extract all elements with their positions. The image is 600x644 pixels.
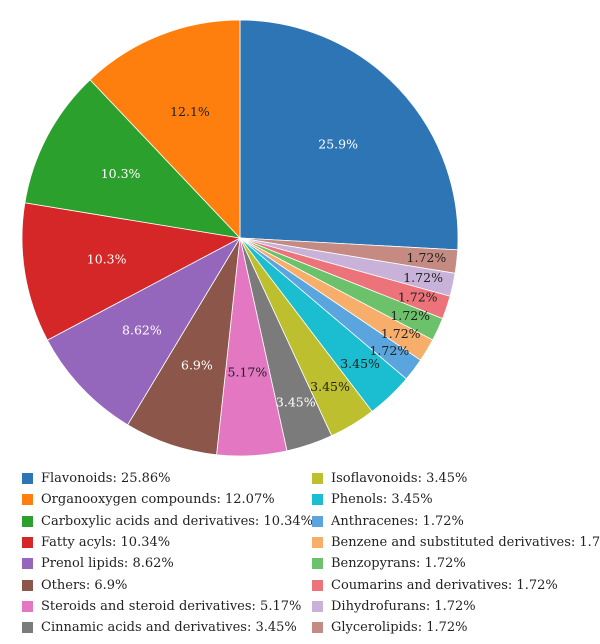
legend-label: Anthracenes: 1.72% (331, 513, 464, 529)
legend-swatch (312, 558, 323, 570)
legend-swatch (22, 622, 33, 634)
legend-item: Anthracenes: 1.72% (312, 511, 600, 532)
legend-swatch (312, 515, 323, 527)
legend-item: Benzopyrans: 1.72% (312, 553, 600, 574)
legend-item: Fatty acyls: 10.34% (22, 532, 313, 553)
legend-item: Flavonoids: 25.86% (22, 468, 313, 489)
pie-slice-label-glycerolipids: 1.72% (407, 250, 447, 265)
legend-label: Organooxygen compounds: 12.07% (41, 492, 275, 508)
pie-slice-label-benzopyrans: 1.72% (390, 308, 430, 323)
legend-item: Glycerolipids: 1.72% (312, 617, 600, 638)
legend-item: Coumarins and derivatives: 1.72% (312, 574, 600, 595)
legend-swatch (22, 558, 33, 570)
pie-slice-label-benzene-and-substituted-derivatives: 1.72% (381, 326, 421, 341)
pie-slice-label-prenol-lipids: 8.62% (122, 322, 162, 337)
legend-label: Benzopyrans: 1.72% (331, 556, 466, 572)
legend-label: Carboxylic acids and derivatives: 10.34% (41, 513, 314, 529)
legend-column-left: Flavonoids: 25.86% Organooxygen compound… (22, 468, 313, 638)
legend-swatch (312, 579, 323, 591)
pie-slice-label-organooxygen-compounds: 12.1% (170, 104, 210, 119)
pie-slice-label-flavonoids: 25.9% (318, 137, 358, 152)
legend-label: Phenols: 3.45% (331, 492, 433, 508)
legend-swatch (22, 600, 33, 612)
legend-label: Glycerolipids: 1.72% (331, 620, 468, 636)
pie-slice-label-cinnamic-acids-and-derivatives: 3.45% (276, 395, 316, 410)
legend-item: Prenol lipids: 8.62% (22, 553, 313, 574)
legend-swatch (312, 600, 323, 612)
legend-item: Isoflavonoids: 3.45% (312, 468, 600, 489)
legend: Flavonoids: 25.86% Organooxygen compound… (0, 468, 600, 638)
legend-item: Cinnamic acids and derivatives: 3.45% (22, 617, 313, 638)
legend-item: Steroids and steroid derivatives: 5.17% (22, 596, 313, 617)
pie-slice-label-fatty-acyls: 10.3% (87, 251, 127, 266)
pie-slice-label-carboxylic-acids-and-derivatives: 10.3% (101, 166, 141, 181)
legend-label: Isoflavonoids: 3.45% (331, 471, 468, 487)
pie-slice-carboxylic-acids-and-derivatives (24, 79, 242, 239)
legend-label: Flavonoids: 25.86% (41, 471, 171, 487)
legend-swatch (312, 473, 323, 485)
pie-slice-label-isoflavonoids: 3.45% (310, 379, 350, 394)
legend-item: Benzene and substituted derivatives: 1.7… (312, 532, 600, 553)
legend-item: Phenols: 3.45% (312, 489, 600, 510)
pie-slice-organooxygen-compounds (89, 19, 241, 240)
legend-label: Benzene and substituted derivatives: 1.7… (331, 535, 600, 551)
legend-item: Carboxylic acids and derivatives: 10.34% (22, 511, 313, 532)
pie-slice-label-coumarins-and-derivatives: 1.72% (398, 289, 438, 304)
pie-slice-label-anthracenes: 1.72% (369, 343, 409, 358)
legend-label: Fatty acyls: 10.34% (41, 535, 171, 551)
legend-swatch (22, 515, 33, 527)
pie-slice-prenol-lipids (46, 236, 242, 426)
legend-label: Cinnamic acids and derivatives: 3.45% (41, 620, 297, 636)
legend-column-right: Isoflavonoids: 3.45% Phenols: 3.45% Anth… (312, 468, 600, 638)
pie-slice-flavonoids (239, 19, 459, 251)
legend-swatch (312, 537, 323, 549)
pie-chart: 25.9%1.72%1.72%1.72%1.72%1.72%1.72%3.45%… (21, 19, 459, 457)
legend-item: Dihydrofurans: 1.72% (312, 596, 600, 617)
legend-item: Organooxygen compounds: 12.07% (22, 489, 313, 510)
legend-swatch (312, 494, 323, 506)
legend-swatch (312, 622, 323, 634)
pie-slice-label-steroids-and-steroid-derivatives: 5.17% (228, 364, 268, 379)
legend-item: Others: 6.9% (22, 574, 313, 595)
pie-slice-label-others: 6.9% (181, 358, 213, 373)
pie-slice-fatty-acyls (21, 202, 242, 341)
legend-swatch (22, 473, 33, 485)
legend-label: Prenol lipids: 8.62% (41, 556, 174, 572)
legend-swatch (22, 537, 33, 549)
legend-label: Coumarins and derivatives: 1.72% (331, 577, 558, 593)
pie-slice-label-dihydrofurans: 1.72% (403, 270, 443, 285)
legend-label: Others: 6.9% (41, 577, 128, 593)
legend-label: Dihydrofurans: 1.72% (331, 598, 476, 614)
legend-swatch (22, 494, 33, 506)
legend-label: Steroids and steroid derivatives: 5.17% (41, 598, 302, 614)
legend-swatch (22, 579, 33, 591)
pie-slice-label-phenols: 3.45% (340, 356, 380, 371)
